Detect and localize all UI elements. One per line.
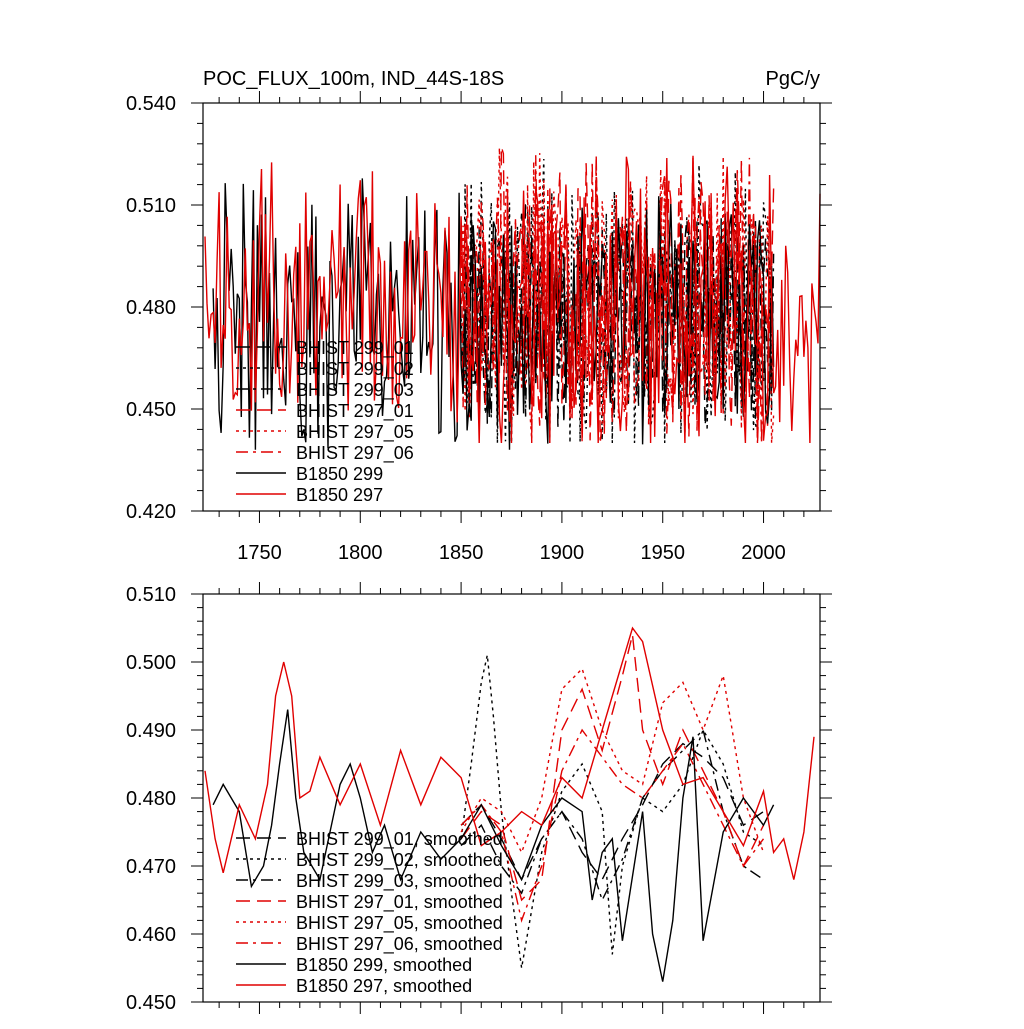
legend-label: B1850 297 [296, 485, 383, 505]
legend-label: B1850 297, smoothed [296, 976, 472, 996]
y-tick-label: 0.510 [126, 195, 176, 217]
panel-title: POC_FLUX_100m, IND_44S-18S [203, 68, 504, 90]
legend-label: BHIST 297_05, smoothed [296, 913, 503, 934]
legend-label: BHIST 297_05 [296, 422, 414, 443]
legend-label: BHIST 299_03, smoothed [296, 871, 503, 892]
top-panel: POC_FLUX_100m, IND_44S-18S PgC/y 1750 180… [126, 68, 832, 564]
series-line [460, 634, 765, 902]
legend-label: BHIST 299_03 [296, 380, 414, 401]
panel-units: PgC/y [766, 68, 820, 90]
y-tick-label: 0.480 [126, 297, 176, 319]
legend-label: BHIST 297_01, smoothed [296, 892, 503, 913]
bottom-panel: 0.450 0.460 0.470 0.480 0.490 0.500 0.510 BHIS… [126, 582, 832, 1014]
series-line [204, 155, 821, 444]
y-tick-label: 0.460 [126, 924, 176, 946]
legend-label: BHIST 297_01 [296, 401, 414, 422]
y-tick-label: 0.480 [126, 788, 176, 810]
legend-label: B1850 299, smoothed [296, 955, 472, 975]
legend-label: BHIST 299_01, smoothed [296, 829, 503, 850]
series-line [460, 742, 764, 882]
legend-label: BHIST 299_02 [296, 359, 414, 380]
series-line [460, 728, 765, 923]
series-line [212, 709, 775, 982]
y-tick-label: 0.450 [126, 399, 176, 421]
y-tick-label: 0.450 [126, 992, 176, 1014]
x-tick-label: 1750 [237, 542, 282, 564]
legend-label: B1850 299 [296, 464, 383, 484]
y-tick-label: 0.510 [126, 584, 176, 606]
legend-label: BHIST 299_02, smoothed [296, 850, 503, 871]
legend-label: BHIST 297_06, smoothed [296, 934, 503, 955]
x-tick-label: 2000 [741, 542, 786, 564]
plot-frame [202, 102, 821, 512]
series-line [204, 626, 815, 880]
plot-frame [202, 593, 821, 1003]
y-tick-label: 0.500 [126, 652, 176, 674]
x-tick-label: 1850 [439, 542, 484, 564]
legend-label: BHIST 299_01 [296, 338, 414, 359]
y-tick-label: 0.420 [126, 501, 176, 523]
legend-label: BHIST 297_06 [296, 443, 414, 464]
series-line [460, 655, 764, 969]
series-line [460, 667, 765, 855]
x-tick-label: 1800 [338, 542, 383, 564]
x-tick-label: 1950 [640, 542, 685, 564]
y-tick-label: 0.470 [126, 856, 176, 878]
y-tick-label: 0.490 [126, 720, 176, 742]
x-tick-label: 1900 [540, 542, 585, 564]
y-tick-label: 0.540 [126, 93, 176, 115]
